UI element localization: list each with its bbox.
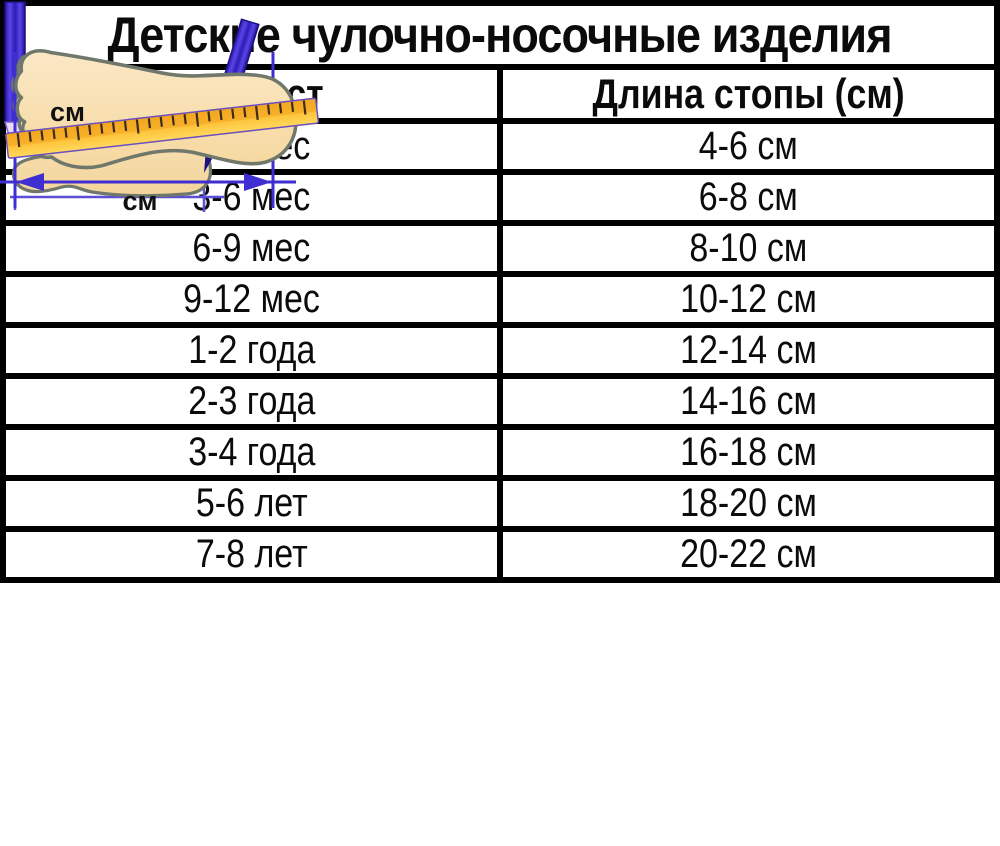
length-cell: 18-20 см <box>497 475 1000 532</box>
length-cell: 8-10 см <box>497 220 1000 277</box>
age-cell: 2-3 года <box>0 373 503 430</box>
children-hosiery-size-table: Детские чулочно-носочные изделия Возраст… <box>0 0 1000 583</box>
age-cell: 9-12 мес <box>0 271 503 328</box>
age-cell: 3-4 года <box>0 424 503 481</box>
table-row: 5-6 лет 18-20 см <box>0 475 1000 532</box>
ruler-ticks <box>16 100 307 148</box>
title-row: Детские чулочно-носочные изделия <box>0 0 1000 70</box>
table-row: 3-4 года 16-18 см <box>0 424 1000 481</box>
length-cell: 20-22 см <box>497 526 1000 583</box>
age-cell: 7-8 лет <box>0 526 503 583</box>
arrowhead-right-icon <box>244 173 272 191</box>
length-cell: 4-6 см <box>497 118 1000 175</box>
page-title: Детские чулочно-носочные изделия <box>0 0 1000 70</box>
table-row: 6-9 мес 8-10 см <box>0 220 1000 277</box>
length-cell: 12-14 см <box>497 322 1000 379</box>
age-cell: 5-6 лет <box>0 475 503 532</box>
age-cell: 6-9 мес <box>0 220 503 277</box>
length-cell: 10-12 см <box>497 271 1000 328</box>
column-header-foot-length: Длина стопы (см) <box>497 64 1000 124</box>
table-row: 2-3 года 14-16 см <box>0 373 1000 430</box>
table-row: 9-12 мес 10-12 см <box>0 271 1000 328</box>
cm-unit-label: см <box>50 97 85 127</box>
table-row: 1-2 года 12-14 см <box>0 322 1000 379</box>
table-row: 7-8 лет 20-22 см <box>0 526 1000 583</box>
arrowhead-left-icon <box>16 173 44 191</box>
age-cell: 1-2 года <box>0 322 503 379</box>
length-cell: 16-18 см <box>497 424 1000 481</box>
measuring-tape-icon <box>5 97 319 159</box>
cm-unit-label: см <box>123 186 158 216</box>
length-cell: 14-16 см <box>497 373 1000 430</box>
foot-ruler-illustration: см <box>5 49 319 170</box>
length-cell: 6-8 см <box>497 169 1000 226</box>
